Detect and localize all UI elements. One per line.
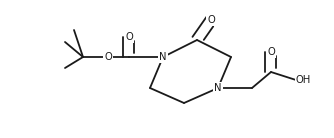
Text: N: N xyxy=(159,52,167,62)
Text: O: O xyxy=(207,15,215,25)
Text: OH: OH xyxy=(296,75,311,85)
Text: N: N xyxy=(214,83,222,93)
Text: O: O xyxy=(104,52,112,62)
Text: O: O xyxy=(267,47,275,57)
Text: O: O xyxy=(125,32,133,42)
